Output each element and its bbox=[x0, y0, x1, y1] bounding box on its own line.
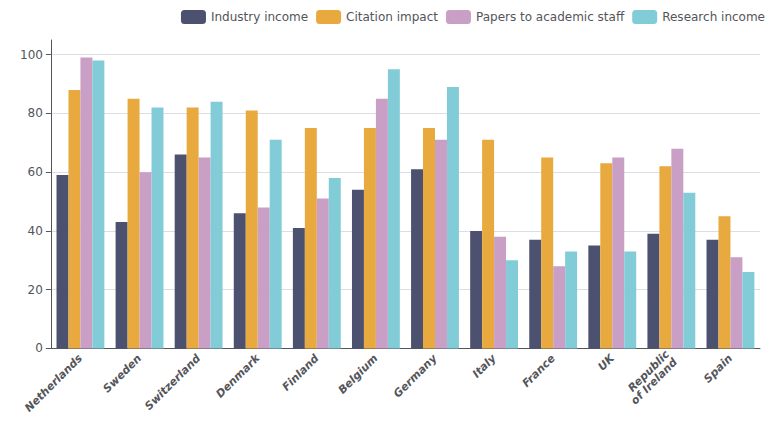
svg-text:Sweden: Sweden bbox=[101, 352, 145, 396]
svg-text:Industry income: Industry income bbox=[211, 10, 308, 24]
svg-text:Belgium: Belgium bbox=[336, 352, 381, 397]
svg-text:Italy: Italy bbox=[470, 351, 499, 380]
svg-text:0: 0 bbox=[35, 341, 43, 355]
svg-text:60: 60 bbox=[28, 165, 43, 179]
svg-text:80: 80 bbox=[28, 106, 43, 120]
svg-text:Spain: Spain bbox=[701, 352, 735, 386]
svg-text:Research income: Research income bbox=[662, 10, 765, 24]
svg-text:40: 40 bbox=[28, 224, 43, 238]
svg-text:Switzerland: Switzerland bbox=[142, 352, 203, 413]
svg-text:Netherlands: Netherlands bbox=[22, 352, 85, 415]
svg-text:Papers to academic staff: Papers to academic staff bbox=[476, 10, 625, 24]
svg-text:UK: UK bbox=[595, 351, 618, 374]
svg-text:Citation impact: Citation impact bbox=[346, 10, 438, 24]
svg-text:Republic: Republic bbox=[625, 347, 673, 395]
svg-text:Finland: Finland bbox=[280, 352, 322, 394]
svg-text:20: 20 bbox=[28, 283, 43, 297]
svg-text:Germany: Germany bbox=[391, 351, 440, 400]
svg-text:of Ireland: of Ireland bbox=[628, 356, 680, 408]
svg-text:France: France bbox=[520, 351, 559, 390]
svg-text:100: 100 bbox=[20, 48, 43, 62]
svg-text:Denmark: Denmark bbox=[214, 351, 263, 400]
